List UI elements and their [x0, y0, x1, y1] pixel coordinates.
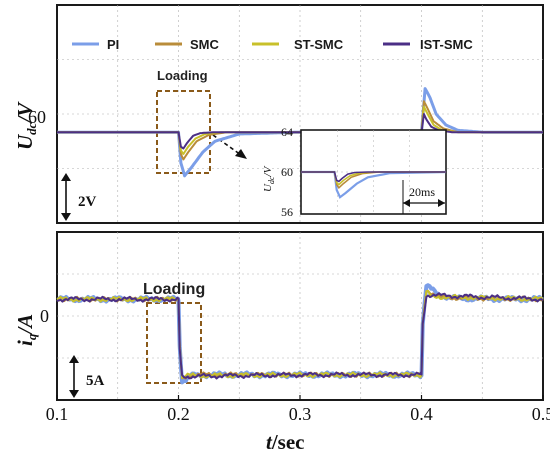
bottom-scale-bar-label: 5A [86, 373, 105, 389]
x-axis-label: t/sec [266, 430, 305, 454]
zoom-arrow [212, 134, 247, 159]
x-tick-label-0.2: 0.2 [167, 404, 190, 424]
bottom-series-group [56, 283, 544, 385]
legend-label-st-smc: ST-SMC [294, 37, 344, 52]
legend: PI SMC ST-SMC IST-SMC [72, 37, 473, 52]
top-scale-bar-label: 2V [78, 194, 97, 210]
inset-series-group [301, 170, 447, 199]
top-series-ist-smc [57, 113, 543, 150]
bottom-series-ist-smc [56, 292, 544, 380]
top-scale-bar [61, 173, 71, 221]
top-series-group [57, 87, 543, 178]
legend-label-smc: SMC [190, 37, 220, 52]
bottom-y-axis-label: iq/A [13, 314, 39, 346]
top-y-tick-60: 60 [28, 107, 46, 127]
x-axis-ticks: 0.1 0.2 0.3 0.4 0.5 [46, 395, 550, 424]
bottom-loading-label: Loading [143, 281, 205, 298]
inset: 64 60 56 Udc/V 20ms [262, 125, 447, 219]
inset-scale-bar [402, 180, 445, 214]
x-tick-label-0.5: 0.5 [532, 404, 550, 424]
inset-series-ist-smc [301, 171, 446, 183]
inset-y-tick-64: 64 [281, 125, 293, 139]
bottom-loading-box [146, 302, 202, 384]
x-tick-label-0.4: 0.4 [410, 404, 433, 424]
inset-y-tick-60: 60 [281, 165, 293, 179]
bottom-y-tick-0: 0 [40, 306, 49, 326]
bottom-scale-bar [69, 355, 79, 398]
legend-label-pi: PI [107, 37, 119, 52]
x-tick-label-0.1: 0.1 [46, 404, 69, 424]
top-loading-label: Loading [157, 68, 208, 83]
inset-scale-bar-label: 20ms [409, 185, 435, 199]
inset-y-axis-label: Udc/V [262, 165, 276, 192]
top-y-axis-label: Udc/V [13, 101, 39, 150]
inset-y-tick-56: 56 [281, 205, 293, 219]
x-tick-label-0.3: 0.3 [289, 404, 312, 424]
legend-label-ist-smc: IST-SMC [420, 37, 473, 52]
